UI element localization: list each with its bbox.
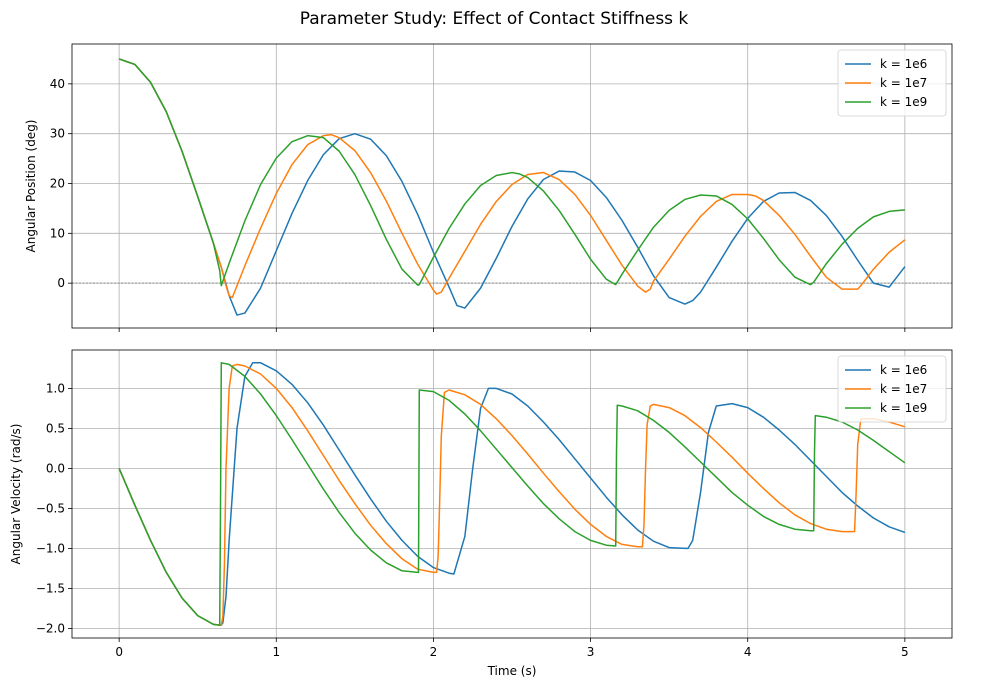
x-tick-label: 5 [901, 645, 909, 659]
x-tick-label: 4 [744, 645, 752, 659]
legend-label: k = 1e6 [880, 363, 927, 377]
y-tick-label: −2.0 [36, 621, 65, 635]
legend-label: k = 1e9 [880, 401, 927, 415]
y-tick-label: 0.0 [46, 461, 65, 475]
legend-box [837, 355, 947, 423]
y-tick-label: 0 [57, 276, 65, 290]
y-tick-label: 30 [50, 127, 65, 141]
y-tick-label: 20 [50, 177, 65, 191]
series-line-k1e9 [118, 362, 906, 626]
x-tick-label: 2 [430, 645, 438, 659]
y-tick-label: 0.5 [46, 421, 65, 435]
x-axis-label: Time (s) [487, 664, 537, 678]
x-tick-label: 3 [587, 645, 595, 659]
axes-frame [71, 43, 953, 329]
legend-label: k = 1e7 [880, 76, 927, 90]
y-tick-label: 40 [50, 77, 65, 91]
series-line-k1e9 [118, 58, 905, 287]
y-tick-label: 1.0 [46, 381, 65, 395]
x-tick-label: 1 [272, 645, 280, 659]
legend-label: k = 1e9 [880, 95, 927, 109]
legend: k = 1e6 k = 1e7 k = 1e9 [837, 355, 947, 423]
y-tick-label: −1.5 [36, 581, 65, 595]
x-tick-label: 0 [115, 645, 123, 659]
y-tick-label: −0.5 [36, 501, 65, 515]
series-line-k1e7 [118, 363, 906, 626]
series-line-k1e6 [118, 362, 906, 626]
legend: k = 1e6 k = 1e7 k = 1e9 [837, 49, 947, 117]
figure-title: Parameter Study: Effect of Contact Stiff… [300, 9, 689, 29]
legend-label: k = 1e6 [880, 57, 927, 71]
y-tick-label: −1.0 [36, 541, 65, 555]
y-axis-label: Angular Position (deg) [24, 120, 38, 253]
y-axis-label: Angular Velocity (rad/s) [9, 424, 23, 565]
y-tick-label: 10 [50, 226, 65, 240]
bottom-panel-velocity: 0 1 2 3 4 5 −2.0 −1.5 −1.0 −0.5 0.0 0.5 1.0 Angular V… [9, 349, 953, 678]
legend-box [837, 49, 947, 117]
axes-frame [71, 349, 953, 639]
legend-label: k = 1e7 [880, 382, 927, 396]
series-line-k1e7 [118, 58, 906, 299]
